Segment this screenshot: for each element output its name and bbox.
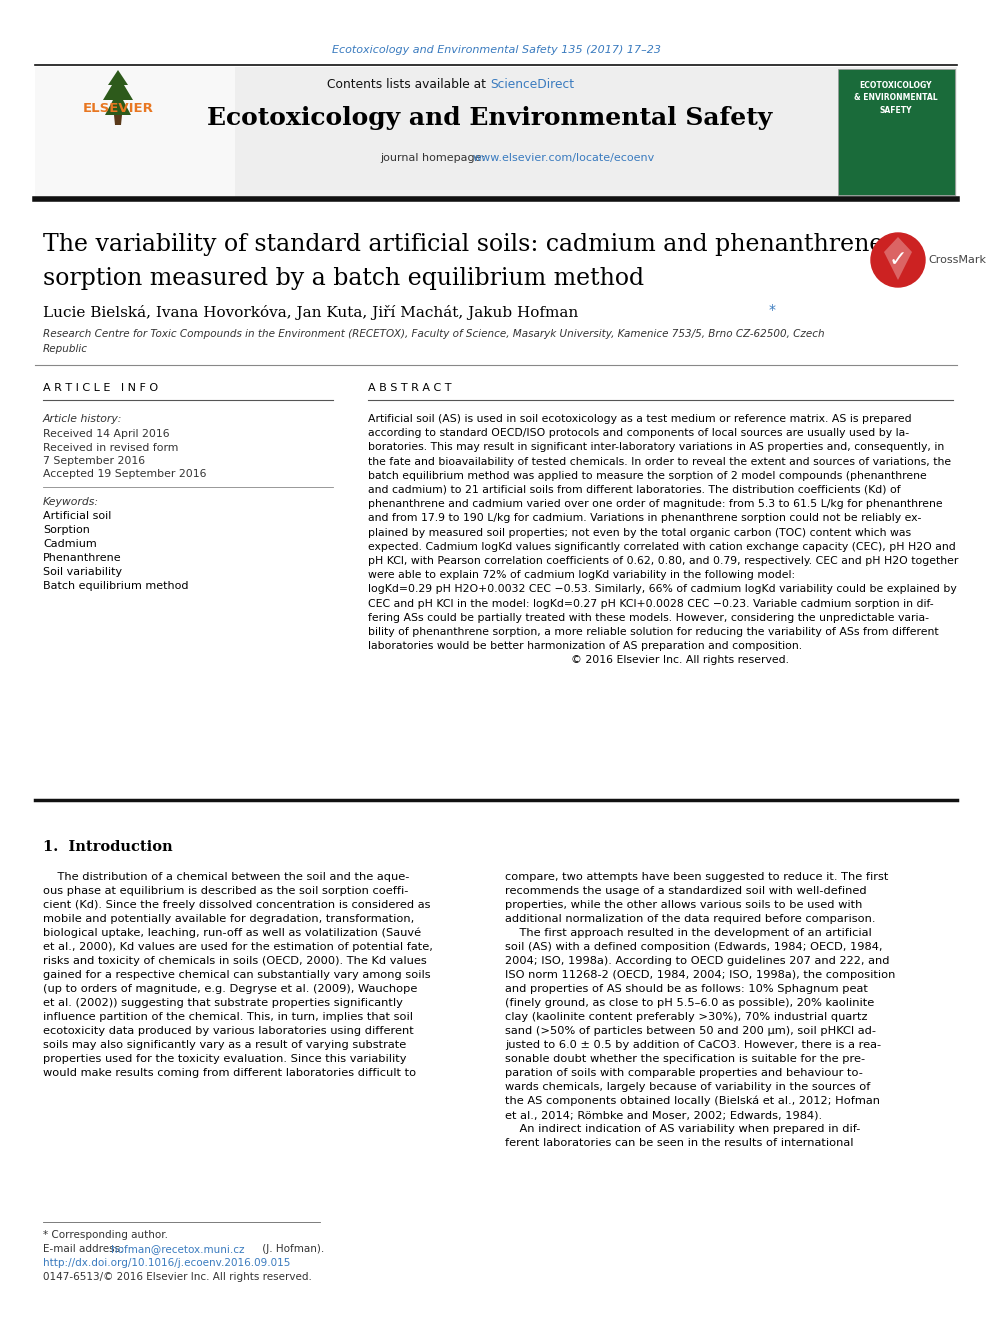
Text: justed to 6.0 ± 0.5 by addition of CaCO3. However, there is a rea-: justed to 6.0 ± 0.5 by addition of CaCO3… (505, 1040, 881, 1050)
Text: journal homepage:: journal homepage: (380, 153, 489, 163)
Text: pH KCl, with Pearson correlation coefficients of 0.62, 0.80, and 0.79, respectiv: pH KCl, with Pearson correlation coeffic… (368, 556, 958, 566)
Text: sonable doubt whether the specification is suitable for the pre-: sonable doubt whether the specification … (505, 1054, 865, 1064)
Bar (838, 69, 955, 194)
Text: (up to orders of magnitude, e.g. Degryse et al. (2009), Wauchope: (up to orders of magnitude, e.g. Degryse… (43, 984, 418, 994)
Text: et al., 2014; Römbke and Moser, 2002; Edwards, 1984).: et al., 2014; Römbke and Moser, 2002; Ed… (505, 1110, 822, 1121)
Text: expected. Cadmium logKd values significantly correlated with cation exchange cap: expected. Cadmium logKd values significa… (368, 542, 955, 552)
Text: The first approach resulted in the development of an artificial: The first approach resulted in the devel… (505, 927, 872, 938)
Text: Artificial soil: Artificial soil (43, 511, 111, 521)
Text: The variability of standard artificial soils: cadmium and phenanthrene: The variability of standard artificial s… (43, 233, 883, 255)
Text: Artificial soil (AS) is used in soil ecotoxicology as a test medium or reference: Artificial soil (AS) is used in soil eco… (368, 414, 912, 423)
Circle shape (878, 243, 918, 283)
Bar (35, 67, 235, 197)
Text: boratories. This may result in significant inter-laboratory variations in AS pro: boratories. This may result in significa… (368, 442, 944, 452)
Text: E-mail address:: E-mail address: (43, 1244, 127, 1254)
Text: et al., 2000), Kd values are used for the estimation of potential fate,: et al., 2000), Kd values are used for th… (43, 942, 433, 953)
Text: soils may also significantly vary as a result of varying substrate: soils may also significantly vary as a r… (43, 1040, 407, 1050)
Text: biological uptake, leaching, run-off as well as volatilization (Sauvé: biological uptake, leaching, run-off as … (43, 927, 422, 938)
Text: http://dx.doi.org/10.1016/j.ecoenv.2016.09.015: http://dx.doi.org/10.1016/j.ecoenv.2016.… (43, 1258, 291, 1267)
Text: sand (>50% of particles between 50 and 200 μm), soil pHKCl ad-: sand (>50% of particles between 50 and 2… (505, 1027, 876, 1036)
Text: (finely ground, as close to pH 5.5–6.0 as possible), 20% kaolinite: (finely ground, as close to pH 5.5–6.0 a… (505, 998, 874, 1008)
Text: (J. Hofman).: (J. Hofman). (259, 1244, 324, 1254)
Text: wards chemicals, largely because of variability in the sources of: wards chemicals, largely because of vari… (505, 1082, 870, 1091)
Text: additional normalization of the data required before comparison.: additional normalization of the data req… (505, 914, 876, 923)
Text: ECOTOXICOLOGY
& ENVIRONMENTAL
SAFETY: ECOTOXICOLOGY & ENVIRONMENTAL SAFETY (854, 81, 937, 115)
Text: CEC and pH KCl in the model: logKd=0.27 pH KCl+0.0028 CEC −0.23. Variable cadmiu: CEC and pH KCl in the model: logKd=0.27 … (368, 598, 933, 609)
Text: clay (kaolinite content preferably >30%), 70% industrial quartz: clay (kaolinite content preferably >30%)… (505, 1012, 867, 1021)
Text: logKd=0.29 pH H2O+0.0032 CEC −0.53. Similarly, 66% of cadmium logKd variability : logKd=0.29 pH H2O+0.0032 CEC −0.53. Simi… (368, 585, 956, 594)
Text: and from 17.9 to 190 L/kg for cadmium. Variations in phenanthrene sorption could: and from 17.9 to 190 L/kg for cadmium. V… (368, 513, 922, 524)
Text: Soil variability: Soil variability (43, 568, 122, 577)
Text: properties used for the toxicity evaluation. Since this variability: properties used for the toxicity evaluat… (43, 1054, 407, 1064)
Text: according to standard OECD/ISO protocols and components of local sources are usu: according to standard OECD/ISO protocols… (368, 429, 909, 438)
Text: A R T I C L E   I N F O: A R T I C L E I N F O (43, 382, 158, 393)
Text: www.elsevier.com/locate/ecoenv: www.elsevier.com/locate/ecoenv (473, 153, 656, 163)
Text: ISO norm 11268-2 (OECD, 1984, 2004; ISO, 1998a), the composition: ISO norm 11268-2 (OECD, 1984, 2004; ISO,… (505, 970, 896, 980)
Polygon shape (114, 115, 122, 124)
Text: ecotoxicity data produced by various laboratories using different: ecotoxicity data produced by various lab… (43, 1027, 414, 1036)
Text: phenanthrene and cadmium varied over one order of magnitude: from 5.3 to 61.5 L/: phenanthrene and cadmium varied over one… (368, 499, 942, 509)
Text: © 2016 Elsevier Inc. All rights reserved.: © 2016 Elsevier Inc. All rights reserved… (368, 655, 789, 665)
Text: sorption measured by a batch equilibrium method: sorption measured by a batch equilibrium… (43, 266, 644, 290)
Text: recommends the usage of a standardized soil with well-defined: recommends the usage of a standardized s… (505, 886, 867, 896)
Text: the fate and bioavailability of tested chemicals. In order to reveal the extent : the fate and bioavailability of tested c… (368, 456, 951, 467)
Text: gained for a respective chemical can substantially vary among soils: gained for a respective chemical can sub… (43, 970, 431, 980)
Text: Ecotoxicology and Environmental Safety 135 (2017) 17–23: Ecotoxicology and Environmental Safety 1… (331, 45, 661, 56)
Text: cient (Kd). Since the freely dissolved concentration is considered as: cient (Kd). Since the freely dissolved c… (43, 900, 431, 910)
Text: hofman@recetox.muni.cz: hofman@recetox.muni.cz (111, 1244, 244, 1254)
Text: ous phase at equilibrium is described as the soil sorption coeffi-: ous phase at equilibrium is described as… (43, 886, 409, 896)
Text: Received 14 April 2016: Received 14 April 2016 (43, 429, 170, 439)
Text: were able to explain 72% of cadmium logKd variability in the following model:: were able to explain 72% of cadmium logK… (368, 570, 796, 581)
Text: Keywords:: Keywords: (43, 497, 99, 507)
Text: 7 September 2016: 7 September 2016 (43, 456, 145, 466)
Text: *: * (769, 303, 776, 318)
Text: Lucie Bielská, Ivana Hovorkóva, Jan Kuta, Jiří Machát, Jakub Hofman: Lucie Bielská, Ivana Hovorkóva, Jan Kuta… (43, 304, 578, 319)
Text: risks and toxicity of chemicals in soils (OECD, 2000). The Kd values: risks and toxicity of chemicals in soils… (43, 957, 427, 966)
Text: ✓: ✓ (889, 250, 908, 270)
Bar (35, 67, 957, 197)
Text: the AS components obtained locally (Bielská et al., 2012; Hofman: the AS components obtained locally (Biel… (505, 1095, 880, 1106)
Text: Republic: Republic (43, 344, 88, 355)
Text: Ecotoxicology and Environmental Safety: Ecotoxicology and Environmental Safety (207, 106, 773, 130)
Text: bility of phenanthrene sorption, a more reliable solution for reducing the varia: bility of phenanthrene sorption, a more … (368, 627, 938, 636)
Text: Article history:: Article history: (43, 414, 122, 423)
Text: * Corresponding author.: * Corresponding author. (43, 1230, 168, 1240)
Text: Accepted 19 September 2016: Accepted 19 September 2016 (43, 468, 206, 479)
Text: mobile and potentially available for degradation, transformation,: mobile and potentially available for deg… (43, 914, 415, 923)
Text: CrossMark: CrossMark (928, 255, 986, 265)
Text: Research Centre for Toxic Compounds in the Environment (RECETOX), Faculty of Sci: Research Centre for Toxic Compounds in t… (43, 329, 824, 339)
Text: Batch equilibrium method: Batch equilibrium method (43, 581, 188, 591)
Text: Contents lists available at: Contents lists available at (327, 78, 490, 90)
Text: fering ASs could be partially treated with these models. However, considering th: fering ASs could be partially treated wi… (368, 613, 929, 623)
Polygon shape (103, 70, 133, 115)
Text: batch equilibrium method was applied to measure the sorption of 2 model compound: batch equilibrium method was applied to … (368, 471, 927, 480)
Text: Sorption: Sorption (43, 525, 90, 534)
Text: ferent laboratories can be seen in the results of international: ferent laboratories can be seen in the r… (505, 1138, 853, 1148)
Text: paration of soils with comparable properties and behaviour to-: paration of soils with comparable proper… (505, 1068, 863, 1078)
Text: Received in revised form: Received in revised form (43, 443, 179, 452)
Text: compare, two attempts have been suggested to reduce it. The first: compare, two attempts have been suggeste… (505, 872, 889, 882)
Text: ScienceDirect: ScienceDirect (490, 78, 574, 90)
Text: 0147-6513/© 2016 Elsevier Inc. All rights reserved.: 0147-6513/© 2016 Elsevier Inc. All right… (43, 1271, 311, 1282)
Text: The distribution of a chemical between the soil and the aque-: The distribution of a chemical between t… (43, 872, 410, 882)
Text: properties, while the other allows various soils to be used with: properties, while the other allows vario… (505, 900, 862, 910)
Text: would make results coming from different laboratories difficult to: would make results coming from different… (43, 1068, 416, 1078)
Text: Phenanthrene: Phenanthrene (43, 553, 122, 564)
Circle shape (871, 233, 925, 287)
Text: 1.  Introduction: 1. Introduction (43, 840, 173, 855)
Text: et al. (2002)) suggesting that substrate properties significantly: et al. (2002)) suggesting that substrate… (43, 998, 403, 1008)
Text: An indirect indication of AS variability when prepared in dif-: An indirect indication of AS variability… (505, 1125, 860, 1134)
Text: A B S T R A C T: A B S T R A C T (368, 382, 451, 393)
Text: influence partition of the chemical. This, in turn, implies that soil: influence partition of the chemical. Thi… (43, 1012, 413, 1021)
Polygon shape (884, 237, 912, 280)
Text: plained by measured soil properties; not even by the total organic carbon (TOC) : plained by measured soil properties; not… (368, 528, 911, 537)
Text: laboratories would be better harmonization of AS preparation and composition.: laboratories would be better harmonizati… (368, 642, 803, 651)
Text: soil (AS) with a defined composition (Edwards, 1984; OECD, 1984,: soil (AS) with a defined composition (Ed… (505, 942, 883, 953)
Text: Cadmium: Cadmium (43, 538, 97, 549)
Text: and cadmium) to 21 artificial soils from different laboratories. The distributio: and cadmium) to 21 artificial soils from… (368, 486, 901, 495)
Text: 2004; ISO, 1998a). According to OECD guidelines 207 and 222, and: 2004; ISO, 1998a). According to OECD gui… (505, 957, 890, 966)
Text: ELSEVIER: ELSEVIER (82, 102, 154, 115)
Text: and properties of AS should be as follows: 10% Sphagnum peat: and properties of AS should be as follow… (505, 984, 868, 994)
